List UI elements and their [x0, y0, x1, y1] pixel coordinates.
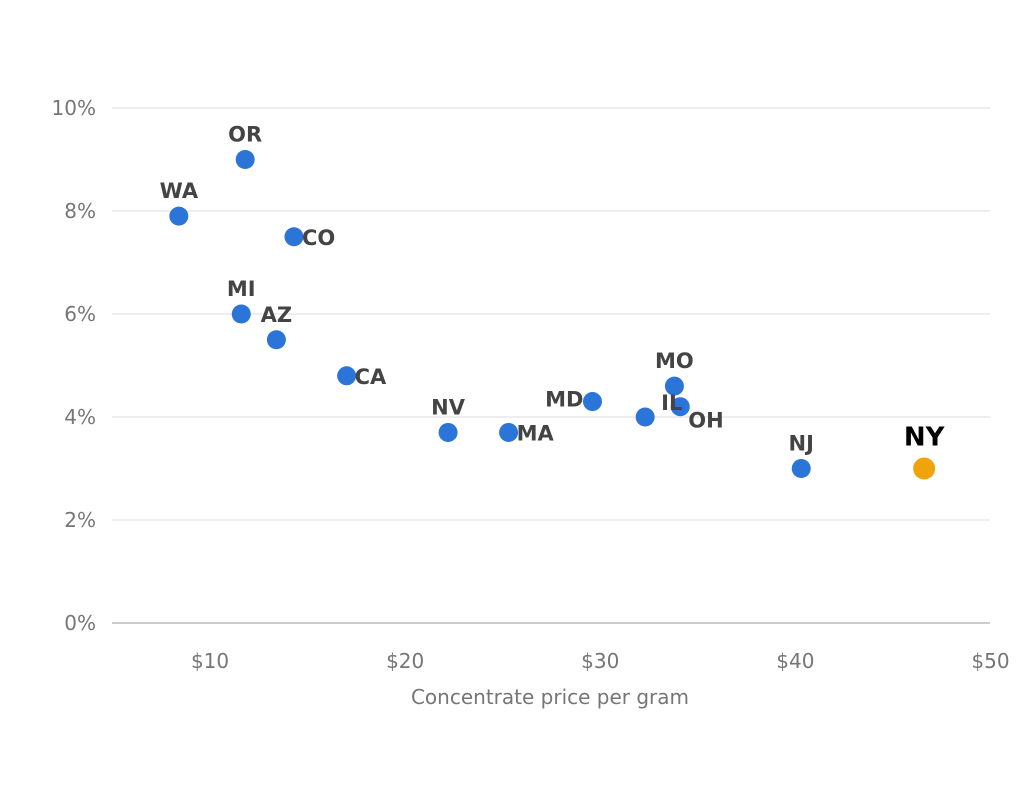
x-tick-label: $30: [581, 649, 619, 673]
y-tick-label: 4%: [64, 405, 96, 429]
data-point-ma: [499, 422, 519, 442]
point-label-ma: MA: [517, 421, 555, 445]
y-tick-label: 6%: [64, 302, 96, 326]
x-axis: $10 $20 $30 $40 $50: [191, 649, 1010, 673]
data-point-mi: [231, 304, 251, 324]
data-point-co: [284, 227, 304, 247]
point-label-ca: CA: [355, 365, 387, 389]
data-points: [169, 150, 936, 480]
point-label-oh: OH: [688, 409, 723, 433]
x-tick-label: $10: [191, 649, 229, 673]
x-tick-label: $20: [386, 649, 424, 673]
data-point-az: [266, 330, 286, 350]
y-tick-label: 8%: [64, 199, 96, 223]
point-label-co: CO: [302, 226, 335, 250]
point-label-nv: NV: [431, 395, 466, 419]
x-tick-label: $40: [776, 649, 814, 673]
point-label-or: OR: [228, 123, 262, 147]
data-point-il: [635, 407, 655, 427]
x-axis-title: Concentrate price per gram: [411, 685, 689, 709]
point-label-mi: MI: [227, 277, 256, 301]
data-point-nj: [791, 459, 811, 478]
y-tick-label: 2%: [64, 508, 96, 532]
point-label-ny: NY: [904, 423, 946, 453]
point-label-wa: WA: [160, 179, 199, 203]
data-point-or: [235, 150, 255, 169]
data-point-nv: [438, 422, 458, 442]
x-tick-label: $50: [971, 649, 1009, 673]
data-point-ny: [913, 457, 936, 480]
data-point-md: [582, 392, 602, 412]
data-point-mo: [664, 376, 684, 396]
y-tick-label: 10%: [52, 96, 96, 120]
point-label-nj: NJ: [789, 432, 814, 456]
point-label-md: MD: [545, 388, 583, 412]
data-point-oh: [670, 397, 690, 417]
point-label-il: IL: [661, 391, 682, 415]
point-label-az: AZ: [261, 303, 292, 327]
y-tick-label: 0%: [64, 611, 96, 635]
y-axis: 0% 2% 4% 6% 8% 10%: [52, 96, 96, 635]
grid-lines: [112, 107, 990, 624]
point-label-mo: MO: [655, 349, 694, 373]
data-point-ca: [337, 366, 357, 386]
data-point-wa: [169, 206, 189, 226]
